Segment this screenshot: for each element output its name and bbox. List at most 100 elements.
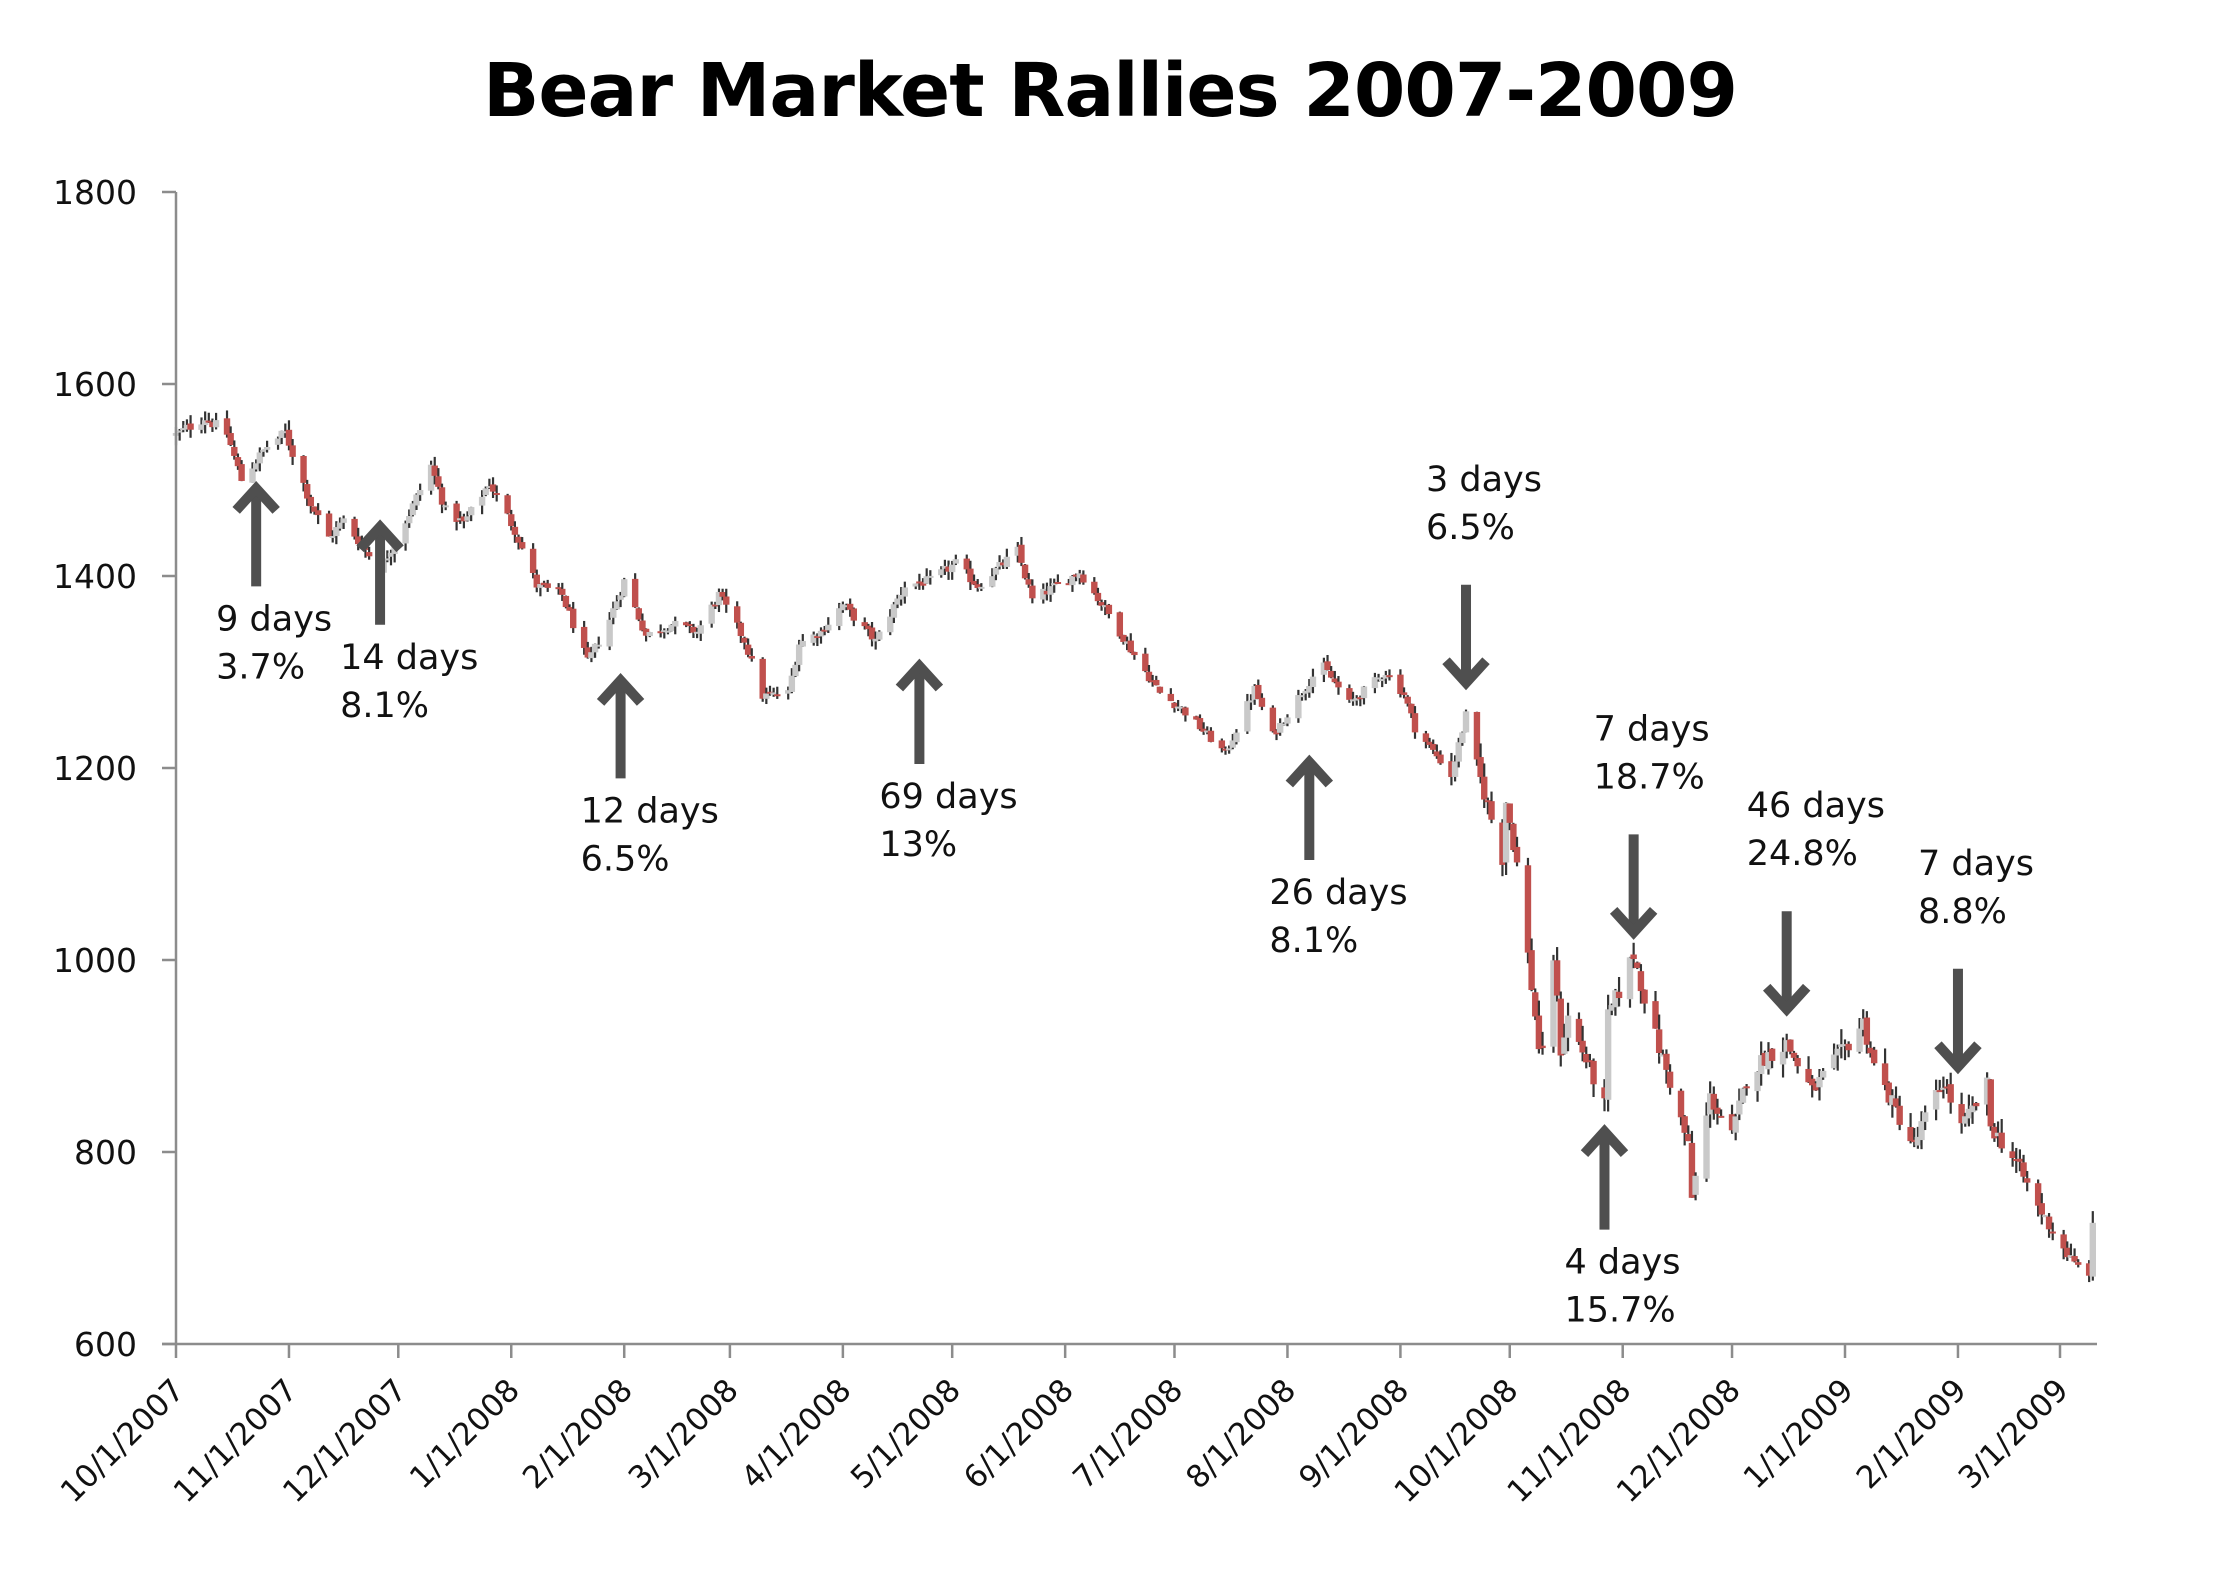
candle (1320, 657, 1328, 683)
rally-annotation: 26 days 8.1% (1269, 754, 1408, 961)
candle (1459, 731, 1466, 746)
candle (810, 631, 817, 646)
candle (1408, 703, 1415, 719)
candle (584, 641, 591, 659)
candle (1225, 745, 1233, 754)
candle (460, 513, 468, 529)
candle (912, 583, 919, 590)
candle-body-up (282, 431, 289, 434)
candle (198, 417, 205, 434)
candle (1295, 689, 1302, 723)
candle-body-up (646, 632, 653, 637)
candle (303, 479, 311, 506)
candle (1357, 695, 1364, 707)
candle (795, 639, 803, 672)
candle (187, 415, 194, 438)
candle (1182, 706, 1189, 722)
candle-body-up (1965, 1108, 1973, 1119)
y-tick-label: 1200 (53, 749, 137, 788)
rally-annotation: 7 days 8.8% (1918, 844, 2034, 1075)
candle-body-down (223, 418, 231, 435)
candle-body-down (1116, 612, 1124, 637)
candle (1437, 750, 1444, 765)
candle (1583, 1046, 1590, 1069)
candle (2016, 1149, 2024, 1172)
candle-body-down (1892, 1098, 1900, 1107)
candle (307, 494, 315, 514)
candle (1116, 611, 1124, 639)
candle (1841, 1039, 1849, 1061)
candle-body-down (1947, 1084, 1954, 1103)
candle-body-up (693, 631, 701, 634)
candle (1947, 1072, 1954, 1114)
candle-body-down (1943, 1086, 1951, 1089)
candle (1298, 693, 1306, 701)
annotation-days: 26 days (1269, 873, 1407, 913)
candle (1550, 954, 1557, 1053)
annotation-pct: 8.1% (1269, 921, 1358, 961)
candle-body-up (482, 488, 489, 496)
candle (438, 483, 446, 514)
candle (231, 440, 238, 460)
candle (1448, 752, 1455, 786)
candle (1943, 1079, 1951, 1094)
candle (682, 621, 690, 628)
candle-body-down (570, 608, 577, 629)
candle-body-down (1433, 751, 1441, 757)
candle (923, 568, 930, 584)
candle-body-down (1018, 544, 1025, 563)
candle-body-down (1029, 585, 1036, 599)
candle (1688, 1130, 1696, 1198)
x-tick-label: 8/1/2008 (1179, 1372, 1303, 1496)
candle-body-down (584, 647, 591, 658)
candle-body-up (413, 494, 420, 506)
candle (1462, 709, 1470, 733)
candle (1375, 673, 1382, 682)
candle (1564, 1002, 1572, 1052)
y-tick-label: 600 (74, 1325, 137, 1364)
arrow-head (1285, 754, 1334, 788)
candle-body-up (872, 638, 879, 642)
candle-body-up (1834, 1048, 1841, 1056)
candle-body-up (1838, 1044, 1845, 1047)
candle (1324, 655, 1331, 671)
candle-body-down (1327, 670, 1335, 678)
candle-body-down (1153, 679, 1160, 686)
candle (693, 627, 701, 639)
candle-body-up (1914, 1136, 1922, 1146)
candle (533, 569, 540, 593)
candle-body-up (537, 584, 544, 588)
candle-body-up (1462, 711, 1470, 733)
candle (1652, 991, 1659, 1029)
candle-body-down (635, 608, 643, 620)
candle-body-up (427, 464, 435, 491)
candle (1353, 695, 1360, 706)
x-tick-label: 3/1/2008 (622, 1372, 746, 1496)
candle (1557, 991, 1564, 1067)
candle (774, 686, 781, 699)
candle (1335, 676, 1342, 695)
candle (865, 623, 872, 637)
candle (970, 574, 978, 586)
candle (1051, 578, 1058, 593)
candle (1889, 1089, 1896, 1118)
candle-body-down (1404, 696, 1411, 704)
candle (1360, 685, 1368, 705)
candle (672, 616, 679, 635)
candle-body-up (1604, 1009, 1612, 1100)
candle-body-up (467, 507, 475, 516)
rally-annotation: 3 days 6.5% (1426, 460, 1542, 691)
candle (478, 490, 486, 515)
arrow-head (356, 519, 404, 553)
candle-body-down (1218, 740, 1226, 749)
candle (1378, 677, 1386, 688)
candle-body-up (836, 608, 843, 627)
candle-body-down (555, 587, 562, 590)
candle-body-down (741, 637, 748, 643)
candle (785, 686, 792, 700)
candle (1838, 1029, 1845, 1059)
candle-body-down (2013, 1159, 2020, 1162)
candle (996, 555, 1003, 570)
candle-body-down (1513, 846, 1521, 863)
candle (1076, 569, 1083, 585)
